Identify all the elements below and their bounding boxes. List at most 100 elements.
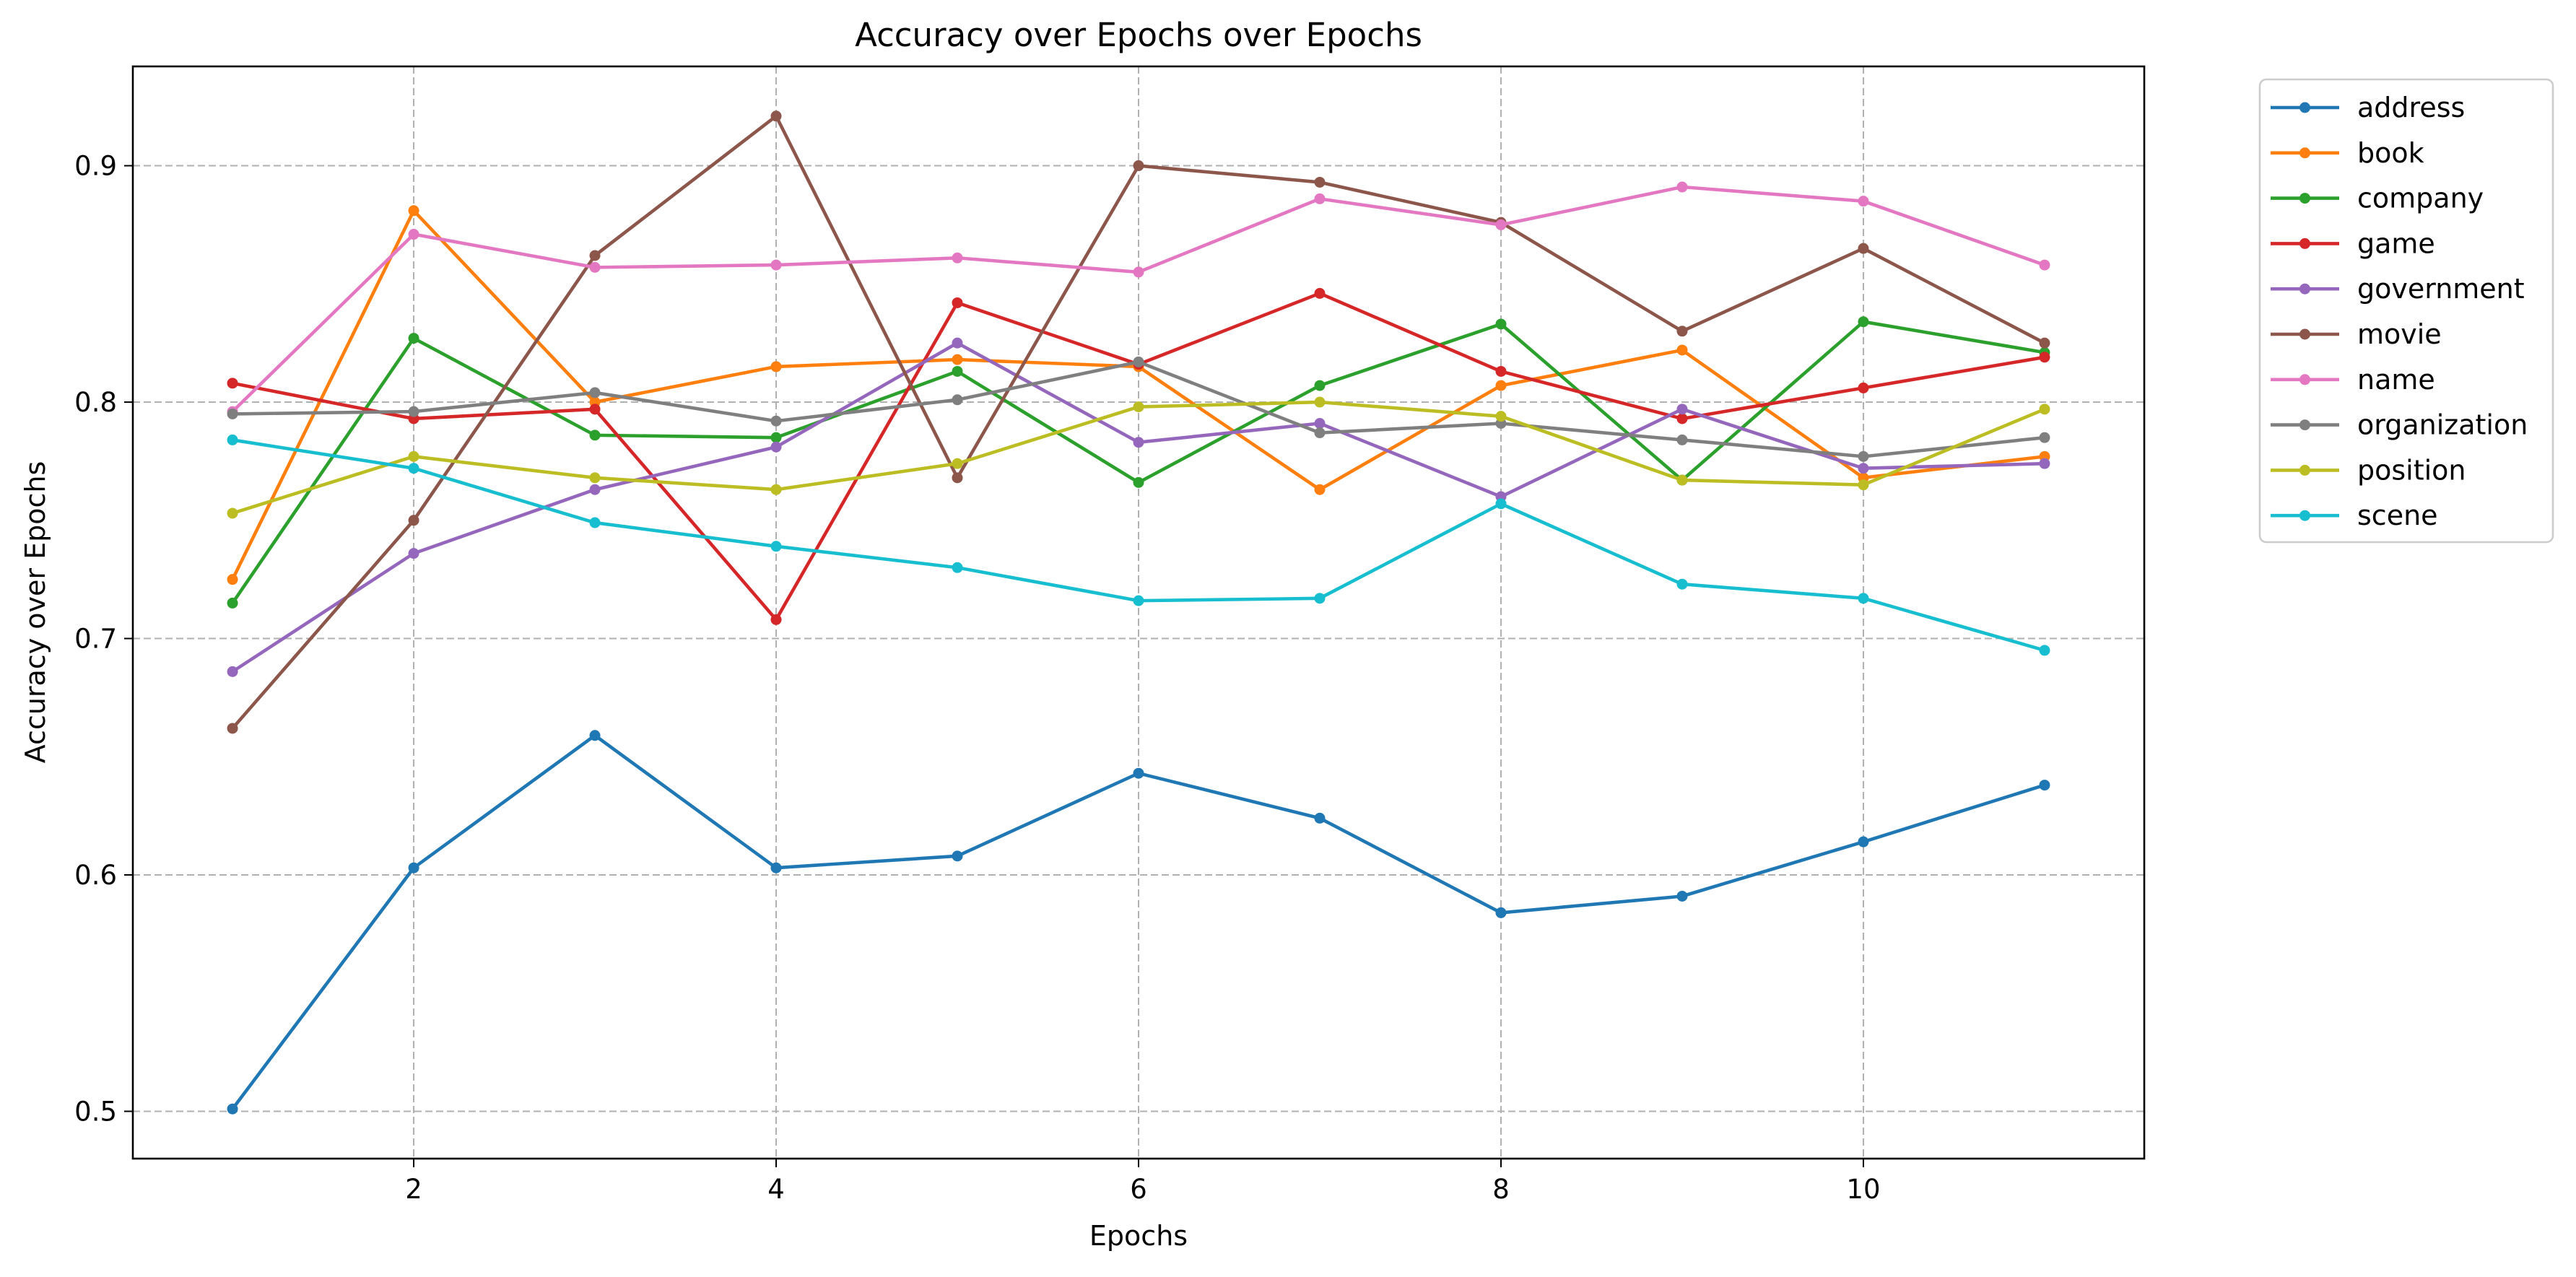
data-point-position (1676, 474, 1688, 486)
data-point-government (952, 337, 963, 349)
data-point-company (408, 333, 419, 344)
data-point-organization (589, 387, 601, 398)
y-tick-label: 0.5 (74, 1097, 117, 1128)
data-point-game (1495, 365, 1507, 377)
legend-item-company: company (2271, 183, 2484, 214)
data-point-name (1133, 266, 1144, 278)
legend-swatch-marker (2299, 237, 2310, 249)
data-point-address (1314, 812, 1326, 824)
data-point-address (1495, 907, 1507, 918)
data-point-book (1314, 484, 1326, 495)
legend-item-name: name (2271, 364, 2435, 396)
legend-label: scene (2357, 500, 2438, 531)
legend-label: book (2357, 137, 2424, 169)
x-tick-label: 8 (1492, 1174, 1510, 1205)
x-axis-label: Epochs (1089, 1220, 1188, 1252)
data-point-position (1858, 479, 1869, 491)
data-point-book (952, 354, 963, 365)
data-point-scene (1676, 578, 1688, 590)
legend-label: game (2357, 227, 2435, 259)
grid-lines (133, 66, 2144, 1159)
legend-swatch-marker (2299, 193, 2310, 204)
legend-item-organization: organization (2271, 409, 2528, 441)
legend-label: company (2357, 183, 2484, 214)
data-point-name (952, 252, 963, 263)
data-point-book (227, 574, 238, 585)
y-tick-label: 0.9 (74, 151, 117, 182)
legend-swatch-marker (2299, 147, 2310, 159)
data-point-organization (1676, 434, 1688, 445)
legend-item-government: government (2271, 273, 2525, 305)
data-point-name (1314, 193, 1326, 204)
data-point-organization (2039, 432, 2050, 443)
data-point-scene (1133, 595, 1144, 606)
data-point-scene (1858, 593, 1869, 604)
legend: address book company game government movie nam… (2258, 78, 2554, 544)
series-movie (227, 110, 2050, 734)
data-point-company (1858, 316, 1869, 328)
legend-item-position: position (2271, 454, 2466, 486)
data-point-government (1676, 404, 1688, 415)
data-point-position (227, 507, 238, 519)
data-point-position (589, 472, 601, 484)
legend-swatch-marker (2299, 102, 2310, 113)
data-point-position (1495, 411, 1507, 422)
data-point-book (1495, 380, 1507, 391)
y-tick-label: 0.7 (74, 624, 117, 655)
data-point-game (770, 614, 782, 625)
data-point-movie (589, 250, 601, 261)
data-point-company (589, 430, 601, 441)
axis-ticks: 2 4 6 8 10 0.5 0.6 0.7 0.8 0.9 (74, 151, 1880, 1205)
data-point-address (952, 850, 963, 862)
data-point-name (770, 259, 782, 271)
data-point-position (1314, 396, 1326, 408)
data-point-position (770, 484, 782, 495)
data-point-organization (770, 415, 782, 427)
data-point-name (589, 261, 601, 273)
data-point-movie (1314, 176, 1326, 188)
data-point-name (1858, 196, 1869, 207)
legend-item-scene: scene (2271, 500, 2438, 531)
data-point-company (1495, 318, 1507, 330)
data-point-address (1858, 836, 1869, 847)
data-point-government (589, 484, 601, 495)
legend-item-address: address (2271, 92, 2465, 123)
series-organization (227, 356, 2050, 462)
data-point-scene (589, 517, 601, 528)
data-point-address (770, 862, 782, 873)
data-point-game (1676, 413, 1688, 424)
legend-label: address (2357, 92, 2465, 123)
x-tick-label: 10 (1846, 1174, 1880, 1205)
data-point-movie (770, 110, 782, 122)
data-point-government (1314, 418, 1326, 430)
data-point-organization (952, 394, 963, 406)
x-tick-label: 2 (405, 1174, 422, 1205)
data-point-address (1133, 767, 1144, 779)
data-point-name (1495, 219, 1507, 230)
data-point-movie (408, 515, 419, 526)
data-point-book (1676, 344, 1688, 356)
x-tick-label: 4 (767, 1174, 785, 1205)
y-tick-label: 0.6 (74, 860, 117, 891)
data-point-game (1858, 382, 1869, 393)
data-point-government (1133, 437, 1144, 448)
data-point-name (408, 229, 419, 240)
data-point-government (1858, 463, 1869, 474)
data-point-address (2039, 780, 2050, 791)
data-point-scene (408, 463, 419, 474)
data-point-company (952, 365, 963, 377)
series-address (227, 730, 2050, 1115)
data-point-government (2039, 458, 2050, 469)
data-point-movie (1858, 243, 1869, 254)
data-point-address (227, 1103, 238, 1115)
data-point-company (1314, 380, 1326, 391)
data-point-game (227, 378, 238, 389)
data-point-scene (1314, 593, 1326, 604)
data-point-game (1314, 287, 1326, 299)
legend-swatch-marker (2299, 510, 2310, 521)
data-point-movie (1676, 326, 1688, 337)
data-point-organization (408, 406, 419, 417)
data-point-position (952, 458, 963, 469)
legend-label: name (2357, 364, 2435, 396)
legend-label: position (2357, 454, 2466, 486)
